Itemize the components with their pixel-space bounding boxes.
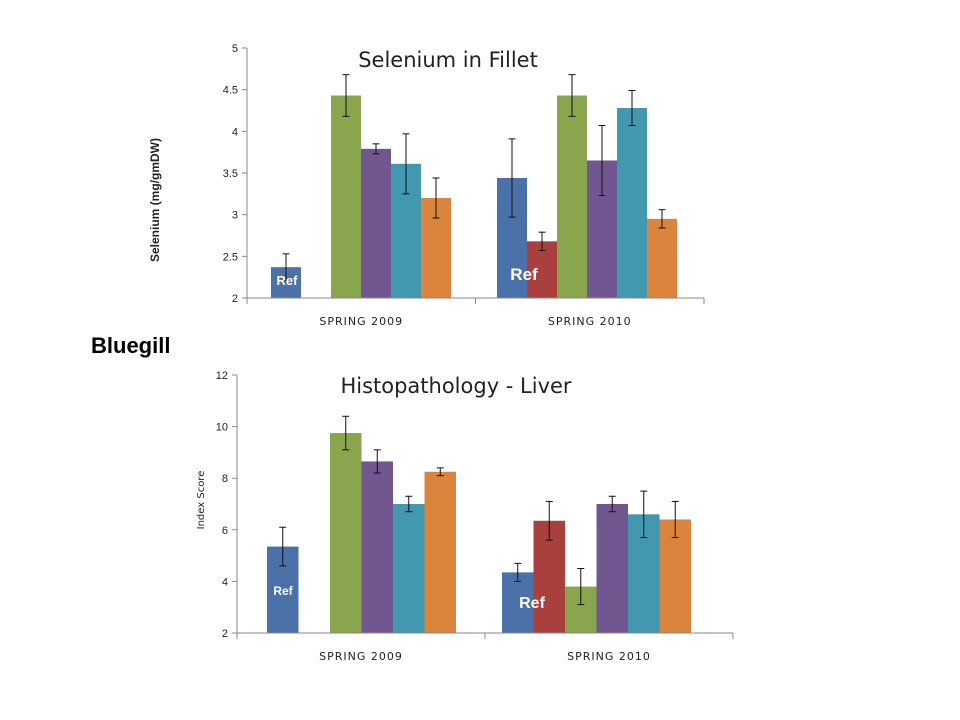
ref-annotation: Ref (273, 584, 293, 598)
y-tick-label: 10 (216, 422, 228, 434)
error-bar (628, 90, 636, 126)
bar (331, 95, 361, 298)
species-label: Bluegill (91, 333, 171, 358)
y-tick-label: 4 (222, 576, 228, 588)
error-bar (342, 415, 350, 451)
bar (393, 504, 425, 633)
ref-annotation: Ref (519, 595, 545, 612)
error-bar (538, 231, 546, 251)
y-tick-label: 3 (232, 210, 238, 222)
ref-annotation: Ref (510, 265, 538, 284)
y-axis-label: Selenium (mg/gmDW) (148, 138, 162, 262)
error-bar (545, 500, 553, 541)
bar (617, 108, 647, 298)
error-bar (671, 500, 679, 539)
x-category-label: SPRING 2009 (319, 650, 403, 663)
error-bar (373, 449, 381, 474)
error-bar (342, 74, 350, 117)
histopathology-liver-chart: Histopathology - Liver Index Score Ref Re… (196, 370, 734, 663)
error-bar (640, 490, 648, 539)
y-tick-label: 2 (232, 293, 238, 305)
y-tick-label: 3.5 (223, 168, 238, 180)
y-tick-label: 12 (216, 370, 228, 382)
error-bar (577, 568, 585, 606)
error-bar (436, 467, 444, 477)
error-bar (568, 74, 576, 117)
chart-title: Selenium in Fillet (358, 48, 538, 72)
error-bar (279, 526, 287, 567)
bar (424, 471, 456, 633)
error-bar (608, 495, 616, 513)
error-bar (598, 125, 606, 196)
error-bar (282, 253, 290, 281)
y-axis-label: Index Score (196, 471, 207, 530)
x-category-label: SPRING 2010 (567, 650, 651, 663)
error-bar (658, 209, 666, 229)
selenium-fillet-chart: Selenium in Fillet Selenium (mg/gmDW) Re… (148, 43, 705, 328)
x-category-label: SPRING 2009 (319, 315, 403, 328)
y-tick-label: 2 (222, 628, 228, 640)
bar (557, 95, 587, 298)
y-tick-label: 8 (222, 473, 228, 485)
error-bar (405, 495, 413, 513)
error-bar (372, 143, 380, 155)
y-tick-label: 4.5 (223, 85, 238, 97)
bar (596, 504, 628, 633)
error-bar (508, 138, 516, 218)
bar (647, 218, 677, 298)
y-tick-label: 2.5 (223, 251, 238, 263)
x-category-label: SPRING 2010 (548, 315, 632, 328)
bar (502, 572, 534, 633)
bar (361, 461, 393, 633)
bar (361, 148, 391, 298)
error-bar (514, 562, 522, 582)
y-tick-label: 6 (222, 525, 228, 537)
bar (330, 433, 362, 633)
bar (659, 519, 691, 633)
ref-annotation: Ref (277, 273, 299, 288)
y-tick-label: 5 (232, 43, 238, 55)
y-tick-label: 4 (232, 126, 238, 138)
error-bar (402, 133, 410, 195)
chart-title: Histopathology - Liver (340, 374, 571, 398)
error-bar (432, 177, 440, 219)
